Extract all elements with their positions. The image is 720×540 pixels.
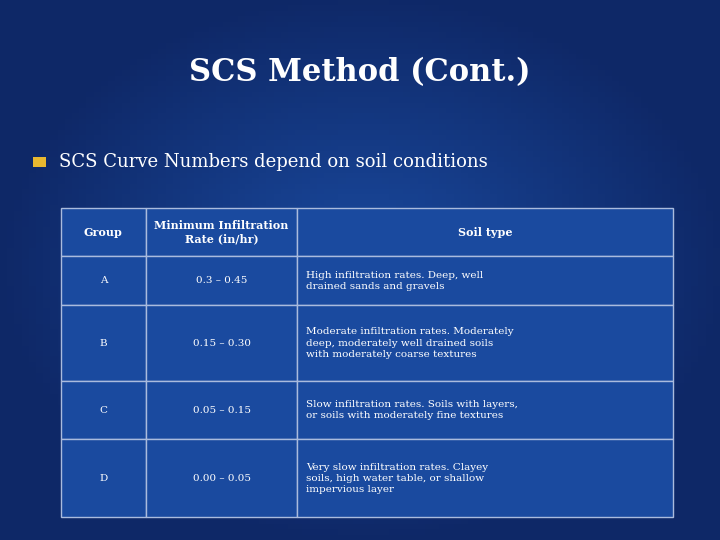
Bar <box>145 381 297 439</box>
Text: SCS Method (Cont.): SCS Method (Cont.) <box>189 57 531 89</box>
Text: 0.05 – 0.15: 0.05 – 0.15 <box>192 406 251 415</box>
Bar <box>297 256 673 305</box>
Bar <box>297 439 673 517</box>
Bar <box>145 305 297 381</box>
Text: Group: Group <box>84 227 123 238</box>
Bar <box>33 157 46 167</box>
Text: D: D <box>99 474 107 483</box>
Bar <box>145 256 297 305</box>
Text: Minimum Infiltration
Rate (in/hr): Minimum Infiltration Rate (in/hr) <box>154 220 289 245</box>
Text: Soil type: Soil type <box>458 227 513 238</box>
Bar <box>297 381 673 439</box>
Text: Very slow infiltration rates. Clayey
soils, high water table, or shallow
impervi: Very slow infiltration rates. Clayey soi… <box>306 463 488 494</box>
Text: A: A <box>99 276 107 285</box>
Text: Slow infiltration rates. Soils with layers,
or soils with moderately fine textur: Slow infiltration rates. Soils with laye… <box>306 400 518 420</box>
Bar <box>297 208 673 256</box>
Text: 0.15 – 0.30: 0.15 – 0.30 <box>192 339 251 348</box>
Bar <box>145 208 297 256</box>
Text: C: C <box>99 406 107 415</box>
Bar <box>297 305 673 381</box>
Bar <box>61 208 145 256</box>
Text: 0.00 – 0.05: 0.00 – 0.05 <box>192 474 251 483</box>
Text: B: B <box>99 339 107 348</box>
Bar <box>61 381 145 439</box>
Text: Moderate infiltration rates. Moderately
deep, moderately well drained soils
with: Moderate infiltration rates. Moderately … <box>306 327 513 359</box>
Bar <box>61 439 145 517</box>
Bar <box>61 305 145 381</box>
Bar <box>145 439 297 517</box>
Text: SCS Curve Numbers depend on soil conditions: SCS Curve Numbers depend on soil conditi… <box>59 153 487 171</box>
Text: 0.3 – 0.45: 0.3 – 0.45 <box>196 276 247 285</box>
Bar <box>61 256 145 305</box>
Text: High infiltration rates. Deep, well
drained sands and gravels: High infiltration rates. Deep, well drai… <box>306 271 483 291</box>
